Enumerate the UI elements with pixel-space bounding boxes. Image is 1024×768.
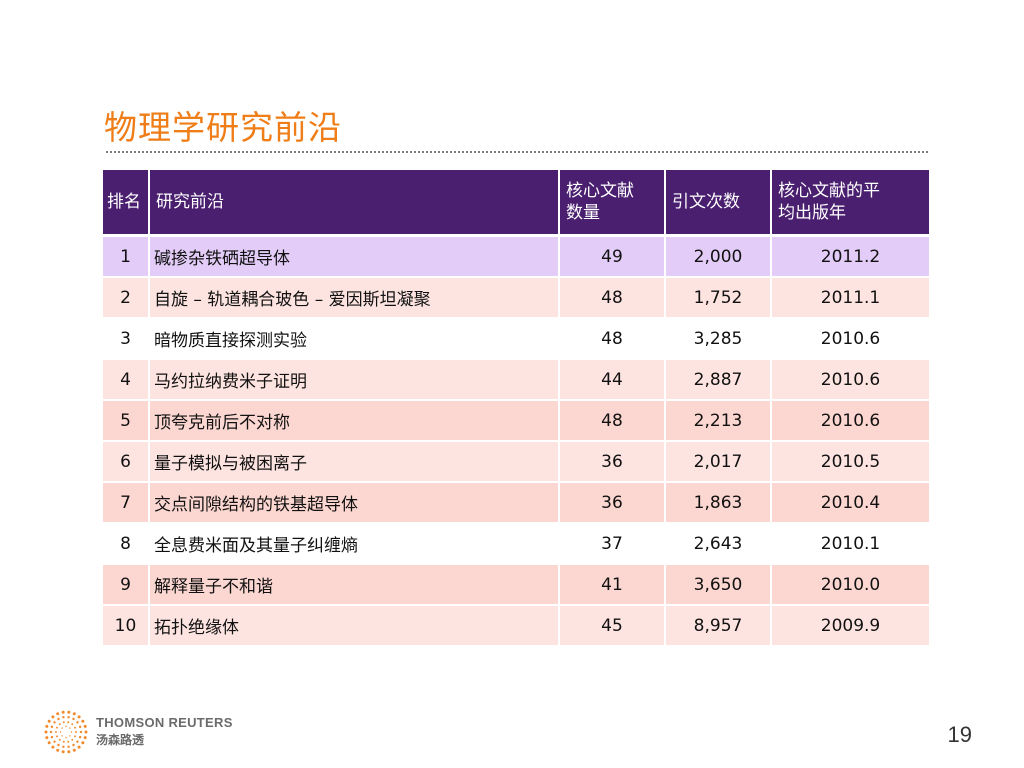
research-front-cell: 全息费米面及其量子纠缠熵 — [149, 523, 560, 565]
header-citations: 引文次数 — [665, 170, 772, 237]
core-papers-cell: 45 — [559, 605, 666, 647]
table-row: 1 碱掺杂铁硒超导体 49 2,000 2011.2 — [103, 235, 929, 278]
core-papers-cell: 44 — [559, 359, 666, 401]
table-row: 2 自旋 – 轨道耦合玻色 – 爱因斯坦凝聚 48 1,752 2011.1 — [103, 277, 929, 319]
research-front-cell: 碱掺杂铁硒超导体 — [149, 235, 560, 278]
avg-year-cell: 2010.0 — [771, 564, 929, 606]
core-papers-cell: 48 — [559, 318, 666, 360]
header-core-papers: 核心文献数量 — [559, 170, 666, 237]
research-front-cell: 量子模拟与被困离子 — [149, 441, 560, 483]
rank-cell: 2 — [103, 277, 150, 319]
table-header-row: 排名 研究前沿 核心文献数量 引文次数 核心文献的平均出版年 — [103, 170, 929, 237]
thomson-reuters-logo-icon — [44, 710, 88, 754]
avg-year-cell: 2010.6 — [771, 400, 929, 442]
table-row: 4 马约拉纳费米子证明 44 2,887 2010.6 — [103, 359, 929, 401]
header-avg-year: 核心文献的平均出版年 — [771, 170, 929, 237]
page-number: 19 — [947, 722, 972, 747]
brand-name-cn: 汤森路透 — [96, 733, 145, 747]
table-row: 8 全息费米面及其量子纠缠熵 37 2,643 2010.1 — [103, 523, 929, 565]
avg-year-cell: 2010.4 — [771, 482, 929, 524]
rank-cell: 4 — [103, 359, 150, 401]
rank-cell: 3 — [103, 318, 150, 360]
citations-cell: 2,000 — [665, 235, 772, 278]
research-fronts-table: 排名 研究前沿 核心文献数量 引文次数 核心文献的平均出版年 1 碱掺杂铁硒超导体… — [103, 170, 929, 647]
rank-cell: 1 — [103, 235, 150, 278]
research-front-cell: 暗物质直接探测实验 — [149, 318, 560, 360]
research-front-cell: 顶夸克前后不对称 — [149, 400, 560, 442]
title-divider — [106, 151, 928, 153]
research-front-cell: 自旋 – 轨道耦合玻色 – 爱因斯坦凝聚 — [149, 277, 560, 319]
table-row: 3 暗物质直接探测实验 48 3,285 2010.6 — [103, 318, 929, 360]
rank-cell: 6 — [103, 441, 150, 483]
citations-cell: 2,213 — [665, 400, 772, 442]
research-front-cell: 交点间隙结构的铁基超导体 — [149, 482, 560, 524]
citations-cell: 2,643 — [665, 523, 772, 565]
core-papers-cell: 36 — [559, 441, 666, 483]
avg-year-cell: 2010.6 — [771, 359, 929, 401]
rank-cell: 7 — [103, 482, 150, 524]
research-front-cell: 解释量子不和谐 — [149, 564, 560, 606]
citations-cell: 2,017 — [665, 441, 772, 483]
core-papers-cell: 48 — [559, 277, 666, 319]
citations-cell: 8,957 — [665, 605, 772, 647]
header-research-front: 研究前沿 — [149, 170, 560, 237]
table-row: 7 交点间隙结构的铁基超导体 36 1,863 2010.4 — [103, 482, 929, 524]
core-papers-cell: 41 — [559, 564, 666, 606]
table-row: 5 顶夸克前后不对称 48 2,213 2010.6 — [103, 400, 929, 442]
avg-year-cell: 2009.9 — [771, 605, 929, 647]
rank-cell: 9 — [103, 564, 150, 606]
table-row: 6 量子模拟与被困离子 36 2,017 2010.5 — [103, 441, 929, 483]
citations-cell: 1,863 — [665, 482, 772, 524]
avg-year-cell: 2010.6 — [771, 318, 929, 360]
core-papers-cell: 49 — [559, 235, 666, 278]
table-body: 1 碱掺杂铁硒超导体 49 2,000 2011.2 2 自旋 – 轨道耦合玻色 – 爱因斯… — [103, 235, 929, 647]
rank-cell: 10 — [103, 605, 150, 647]
avg-year-cell: 2010.1 — [771, 523, 929, 565]
citations-cell: 2,887 — [665, 359, 772, 401]
citations-cell: 3,285 — [665, 318, 772, 360]
brand-name-en: THOMSON REUTERS — [96, 715, 233, 730]
table-row: 9 解释量子不和谐 41 3,650 2010.0 — [103, 564, 929, 606]
core-papers-cell: 37 — [559, 523, 666, 565]
citations-cell: 1,752 — [665, 277, 772, 319]
rank-cell: 8 — [103, 523, 150, 565]
core-papers-cell: 48 — [559, 400, 666, 442]
avg-year-cell: 2011.2 — [771, 235, 929, 278]
citations-cell: 3,650 — [665, 564, 772, 606]
core-papers-cell: 36 — [559, 482, 666, 524]
avg-year-cell: 2011.1 — [771, 277, 929, 319]
research-front-cell: 马约拉纳费米子证明 — [149, 359, 560, 401]
avg-year-cell: 2010.5 — [771, 441, 929, 483]
slide-title: 物理学研究前沿 — [104, 108, 342, 147]
header-rank: 排名 — [103, 170, 150, 237]
rank-cell: 5 — [103, 400, 150, 442]
table-row: 10 拓扑绝缘体 45 8,957 2009.9 — [103, 605, 929, 647]
research-front-cell: 拓扑绝缘体 — [149, 605, 560, 647]
